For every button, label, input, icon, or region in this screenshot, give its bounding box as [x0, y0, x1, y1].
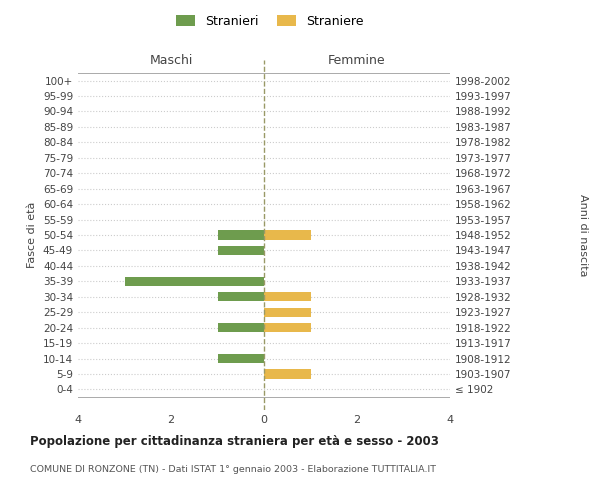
Text: COMUNE DI RONZONE (TN) - Dati ISTAT 1° gennaio 2003 - Elaborazione TUTTITALIA.IT: COMUNE DI RONZONE (TN) - Dati ISTAT 1° g… — [30, 465, 436, 474]
Y-axis label: Anni di nascita: Anni di nascita — [578, 194, 588, 276]
Text: Maschi: Maschi — [149, 54, 193, 66]
Bar — [264, 308, 311, 317]
Bar — [218, 246, 264, 255]
Text: Femmine: Femmine — [328, 54, 386, 66]
Bar — [218, 292, 264, 302]
Bar — [218, 323, 264, 332]
Bar — [264, 370, 311, 378]
Bar — [218, 230, 264, 239]
Bar — [264, 323, 311, 332]
Bar — [264, 292, 311, 302]
Text: Popolazione per cittadinanza straniera per età e sesso - 2003: Popolazione per cittadinanza straniera p… — [30, 435, 439, 448]
Bar — [218, 354, 264, 363]
Legend: Stranieri, Straniere: Stranieri, Straniere — [173, 11, 367, 32]
Bar — [125, 276, 264, 286]
Y-axis label: Fasce di età: Fasce di età — [28, 202, 37, 268]
Bar — [264, 230, 311, 239]
